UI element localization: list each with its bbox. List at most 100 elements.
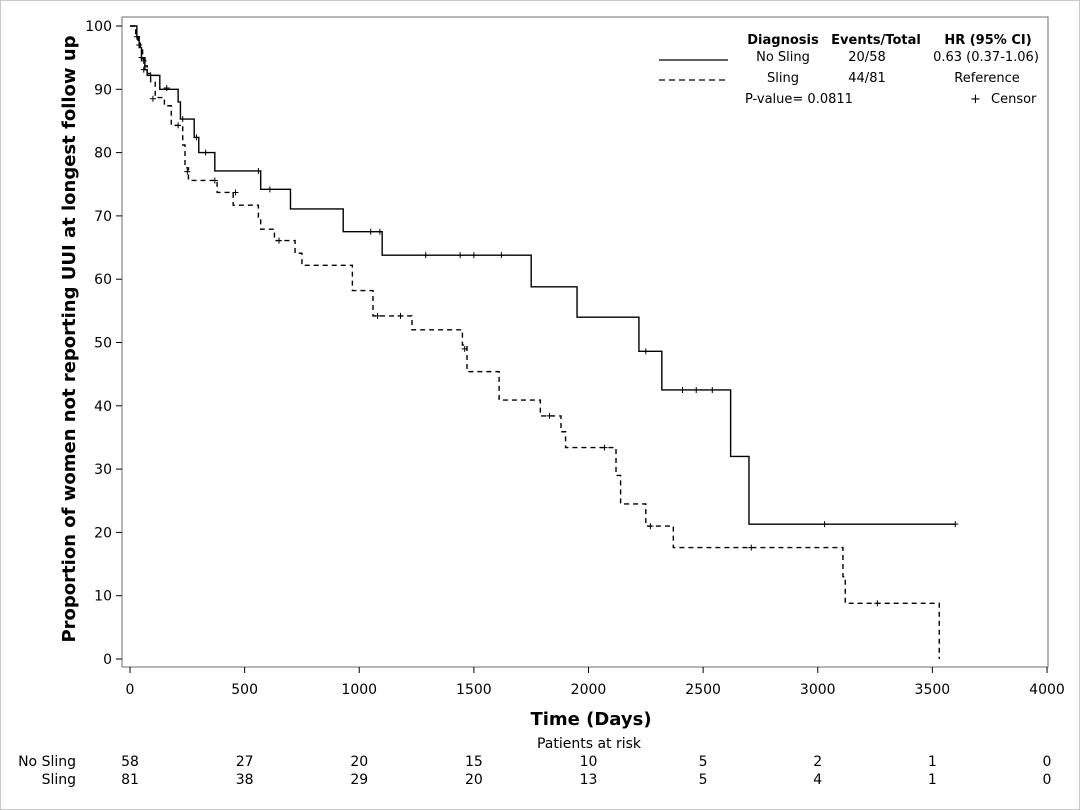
censor-mark-sling [461,345,468,352]
censor-mark-no-sling [821,521,828,528]
risk-value: 1 [928,754,937,770]
x-tick-label: 2500 [685,682,721,698]
censor-mark-sling [149,95,156,102]
risk-value: 13 [580,772,598,788]
censor-mark-no-sling [642,348,649,355]
x-axis-title: Time (Days) [530,709,651,730]
legend-pvalue: P-value= 0.0811 [745,92,853,107]
legend: Diagnosis Events/Total HR (95% CI) No Sl… [659,33,1039,107]
censor-mark-sling [276,237,283,244]
censor-mark-sling [748,544,755,551]
x-tick-label: 2000 [571,682,607,698]
censor-mark-no-sling [266,186,273,193]
risk-value: 20 [350,754,368,770]
risk-value: 5 [699,772,708,788]
legend-header-events: Events/Total [831,33,921,48]
censor-mark-no-sling [709,386,716,393]
censor-mark-no-sling [457,252,464,259]
censor-mark-sling [647,523,654,530]
legend-censor-symbol: + [970,92,981,107]
risk-value: 15 [465,754,483,770]
censor-mark-no-sling [422,252,429,259]
risk-value: 4 [813,772,822,788]
legend-header-diagnosis: Diagnosis [747,33,819,48]
censor-mark-sling [175,122,182,129]
risk-value: 0 [1043,754,1052,770]
legend-hr-no-sling: 0.63 (0.37-1.06) [933,50,1039,65]
censor-mark-no-sling [498,252,505,259]
censor-mark-sling [601,444,608,451]
x-tick-label: 1500 [456,682,492,698]
censor-mark-sling [140,57,147,64]
y-tick-label: 0 [103,652,112,668]
risk-value: 27 [236,754,254,770]
x-axis: 0 500 1000 1500 2000 2500 3000 3500 4000 [126,667,1065,698]
x-tick-label: 0 [126,682,135,698]
risk-row-label: Sling [42,772,76,788]
censor-mark-sling [232,189,239,196]
risk-value: 10 [580,754,598,770]
risk-value: 1 [928,772,937,788]
y-tick-label: 20 [94,525,112,541]
y-tick-label: 90 [94,82,112,98]
risk-table-title: Patients at risk [537,736,642,752]
legend-hr-sling: Reference [954,71,1019,86]
censor-mark-no-sling [193,134,200,141]
x-tick-label: 500 [231,682,258,698]
x-tick-label: 1000 [341,682,377,698]
risk-value: 58 [121,754,139,770]
risk-value: 20 [465,772,483,788]
x-tick-label: 4000 [1029,682,1065,698]
legend-header-hr: HR (95% CI) [944,33,1031,48]
y-tick-label: 30 [94,462,112,478]
censor-mark-sling [397,312,404,319]
plot-area [121,16,1049,668]
censor-mark-sling [546,412,553,419]
censor-mark-no-sling [952,521,959,528]
censor-mark-no-sling [140,66,147,73]
risk-value: 29 [350,772,368,788]
x-tick-label: 3500 [915,682,951,698]
curve-sling [130,25,940,659]
y-axis-title: Proportion of women not reporting UUI at… [59,35,80,642]
risk-value: 0 [1043,772,1052,788]
legend-events-sling: 44/81 [848,71,885,86]
y-tick-label: 40 [94,399,112,415]
censor-mark-sling [184,168,191,175]
censor-mark-no-sling [679,386,686,393]
censor-mark-no-sling [163,85,170,92]
survival-curves [130,25,959,659]
legend-label-sling: Sling [767,71,799,86]
legend-label-no-sling: No Sling [756,50,810,65]
legend-censor-label: Censor [991,92,1037,107]
censor-mark-no-sling [367,228,374,235]
y-tick-label: 50 [94,336,112,352]
censor-mark-no-sling [693,386,700,393]
censor-mark-sling [136,41,143,48]
y-tick-label: 10 [94,589,112,605]
censor-mark-sling [374,312,381,319]
risk-value: 5 [699,754,708,770]
censor-mark-sling [874,600,881,607]
censor-mark-no-sling [133,33,140,40]
risk-value: 38 [236,772,254,788]
censor-mark-no-sling [470,252,477,259]
y-axis: 0 10 20 30 40 50 60 70 80 90 100 [85,19,122,668]
risk-value: 81 [121,772,139,788]
risk-value: 2 [813,754,822,770]
censor-mark-no-sling [202,149,209,156]
x-tick-label: 3000 [800,682,836,698]
y-tick-label: 60 [94,272,112,288]
legend-events-no-sling: 20/58 [848,50,885,65]
y-tick-label: 70 [94,209,112,225]
censor-mark-no-sling [376,228,383,235]
censor-mark-no-sling [179,116,186,123]
risk-row-label: No Sling [18,754,76,770]
censor-mark-no-sling [255,167,262,174]
y-tick-label: 80 [94,146,112,162]
censor-mark-sling [211,177,218,184]
y-tick-label: 100 [85,19,112,35]
